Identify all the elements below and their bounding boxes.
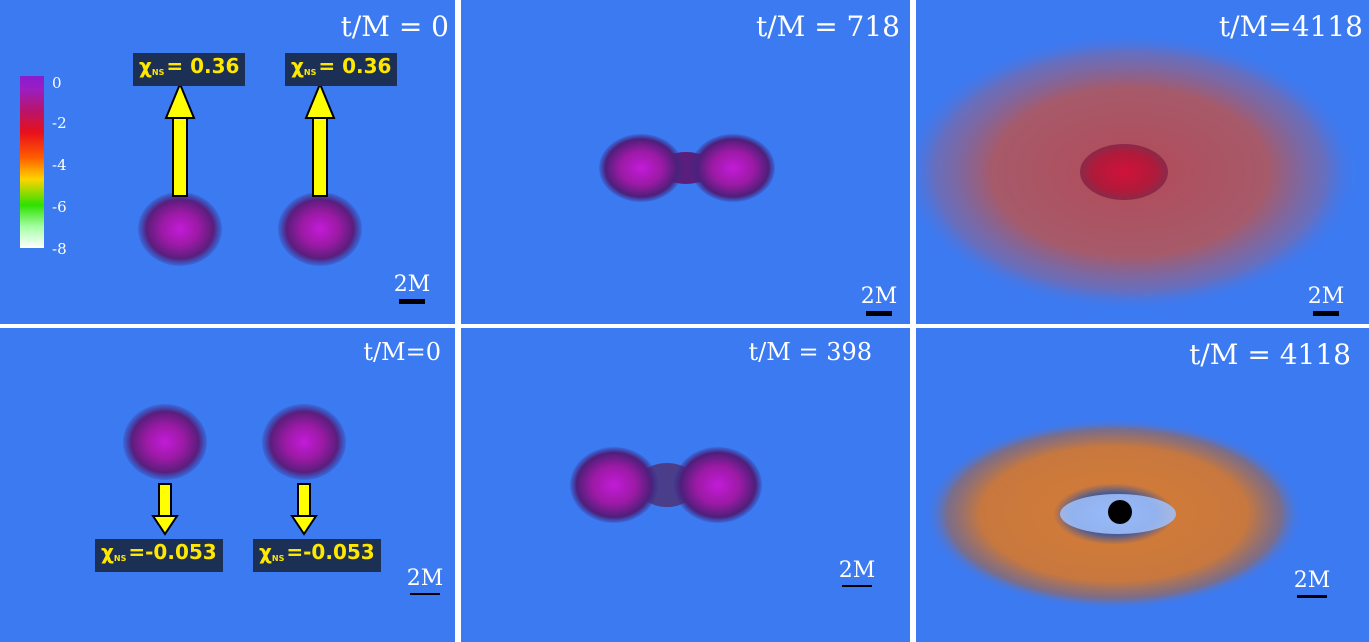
scale-line	[866, 311, 892, 316]
colorbar-tick-3: -6	[52, 198, 67, 216]
scale-bar: 2M	[1290, 568, 1334, 598]
colorbar	[20, 76, 44, 248]
spin-value: = 0.36	[166, 54, 240, 78]
time-label: t/M = 0	[340, 10, 449, 43]
scale-bar: 2M	[857, 284, 901, 316]
neutron-star-right	[262, 404, 346, 480]
remnant-core	[1080, 144, 1168, 200]
neutron-star-left	[138, 192, 222, 266]
neutron-star-right	[691, 134, 775, 202]
scale-label: 2M	[1293, 568, 1331, 593]
chi-symbol: χ	[259, 540, 272, 564]
panel-top-middle: t/M = 718 2M	[461, 0, 910, 324]
neutron-star-right	[278, 192, 362, 266]
spin-label-left: χNS = 0.36	[133, 53, 246, 86]
panel-top-left-art	[138, 81, 362, 266]
colorbar-tick-0: 0	[52, 74, 62, 92]
chi-subscript: NS	[113, 554, 127, 563]
scale-bar: 2M	[835, 558, 879, 587]
spin-value: =-0.053	[286, 540, 375, 564]
time-label: t/M=0	[363, 338, 441, 366]
time-label: t/M=4118	[1218, 10, 1363, 43]
scale-line	[399, 299, 425, 304]
panel-bottom-right: t/M = 4118 2M	[916, 328, 1369, 642]
scale-bar: 2M	[1304, 284, 1348, 316]
spin-label-right: χNS = 0.36	[285, 53, 398, 86]
scale-label: 2M	[393, 272, 431, 297]
chi-symbol: χ	[101, 540, 114, 564]
panel-bottom-left: χNS =-0.053 χNS =-0.053 t/M=0 2M	[0, 328, 455, 642]
panel-top-right-art	[916, 32, 1360, 312]
scale-bar: 2M	[403, 566, 447, 595]
colorbar-tick-1: -2	[52, 114, 67, 132]
chi-symbol: χ	[139, 54, 152, 78]
panel-top-middle-art	[599, 134, 775, 202]
spin-label-left: χNS =-0.053	[95, 539, 223, 572]
spin-label-right: χNS =-0.053	[253, 539, 381, 572]
merging-stars	[599, 134, 775, 202]
spin-arrow-right	[290, 483, 318, 536]
panel-bottom-right-art	[924, 418, 1304, 610]
scale-label: 2M	[1307, 284, 1345, 309]
scale-label: 2M	[406, 566, 444, 591]
spin-arrow-left	[151, 483, 179, 536]
neutron-star-left	[599, 134, 683, 202]
merging-stars	[570, 447, 762, 523]
scale-line	[1297, 595, 1327, 598]
scale-line	[842, 585, 872, 587]
time-label: t/M = 4118	[1189, 338, 1351, 371]
time-label: t/M = 718	[755, 10, 900, 43]
spin-value: =-0.053	[128, 540, 217, 564]
chi-subscript: NS	[151, 68, 165, 77]
spin-arrow-right	[304, 81, 336, 197]
chi-subscript: NS	[271, 554, 285, 563]
neutron-star-left	[570, 447, 658, 523]
panel-bottom-middle-art	[570, 447, 762, 523]
chi-subscript: NS	[303, 68, 317, 77]
scale-bar: 2M	[390, 272, 434, 304]
scale-label: 2M	[860, 284, 898, 309]
time-label: t/M = 398	[748, 338, 872, 366]
scale-line	[410, 593, 440, 595]
colorbar-tick-2: -4	[52, 156, 67, 174]
scale-line	[1313, 311, 1339, 316]
spin-value: = 0.36	[318, 54, 392, 78]
scale-label: 2M	[838, 558, 876, 583]
panel-bottom-left-art	[123, 404, 346, 536]
panel-top-right: t/M=4118 2M	[916, 0, 1369, 324]
spin-arrow-left	[164, 81, 196, 197]
black-hole	[1108, 500, 1132, 524]
panel-bottom-middle: t/M = 398 2M	[461, 328, 910, 642]
panel-top-left: 0 -2 -4 -6 -8 χNS = 0.36 χNS = 0.36 t/M = …	[0, 0, 455, 324]
neutron-star-left	[123, 404, 207, 480]
chi-symbol: χ	[291, 54, 304, 78]
neutron-star-right	[674, 447, 762, 523]
colorbar-tick-4: -8	[52, 240, 67, 258]
